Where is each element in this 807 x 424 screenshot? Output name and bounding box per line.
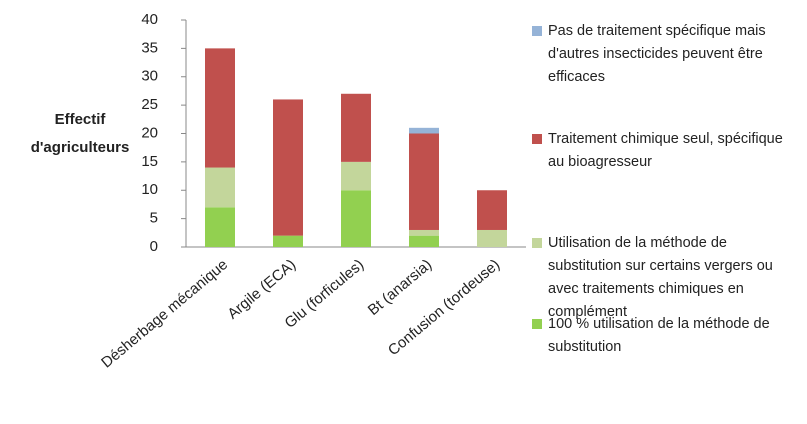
bar-segment xyxy=(205,48,235,168)
y-tick-label: 40 xyxy=(141,11,158,28)
legend-swatch xyxy=(532,319,542,329)
bar-segment xyxy=(409,229,439,236)
legend-entry: Utilisation de la méthode de substitutio… xyxy=(532,232,802,324)
bar-segment xyxy=(341,93,371,162)
legend-label: Pas de traitement spécifique mais d'autr… xyxy=(548,23,766,85)
legend-swatch xyxy=(532,238,542,248)
bar-segment xyxy=(409,127,439,134)
bar-segment xyxy=(341,161,371,191)
bar-segment xyxy=(273,235,303,247)
y-tick-label: 10 xyxy=(141,181,158,198)
bar-segment xyxy=(409,235,439,247)
legend-swatch xyxy=(532,26,542,36)
y-tick-label: 35 xyxy=(141,39,158,56)
y-tick-label: 15 xyxy=(141,153,158,170)
x-tick-label: Désherbage mécanique xyxy=(98,256,231,371)
legend-entry: Traitement chimique seul, spécifique au … xyxy=(532,128,802,174)
x-tick-label: Confusion (tordeuse) xyxy=(385,256,503,359)
y-tick-label: 25 xyxy=(141,96,158,113)
legend-swatch xyxy=(532,134,542,144)
y-tick-label: 0 xyxy=(150,238,158,255)
legend-entry: Pas de traitement spécifique mais d'autr… xyxy=(532,20,802,89)
y-tick-label: 20 xyxy=(141,124,158,141)
y-tick-label: 30 xyxy=(141,68,158,85)
bar-segment xyxy=(409,133,439,230)
legend-label: 100 % utilisation de la méthode de subst… xyxy=(548,316,770,355)
bar-segment xyxy=(205,167,235,208)
bar-segment xyxy=(341,190,371,247)
bar-segment xyxy=(477,190,507,230)
legend-label: Traitement chimique seul, spécifique au … xyxy=(548,131,783,170)
y-axis-title: Effectif d'agriculteurs xyxy=(31,111,130,156)
legend-entry: 100 % utilisation de la méthode de subst… xyxy=(532,313,802,359)
bar-segment xyxy=(273,99,303,236)
x-tick-label: Bt (anarsia) xyxy=(365,256,435,319)
bar-segment xyxy=(477,229,507,247)
legend-label: Utilisation de la méthode de substitutio… xyxy=(548,235,773,320)
y-tick-label: 5 xyxy=(150,210,158,227)
bar-segment xyxy=(205,207,235,247)
